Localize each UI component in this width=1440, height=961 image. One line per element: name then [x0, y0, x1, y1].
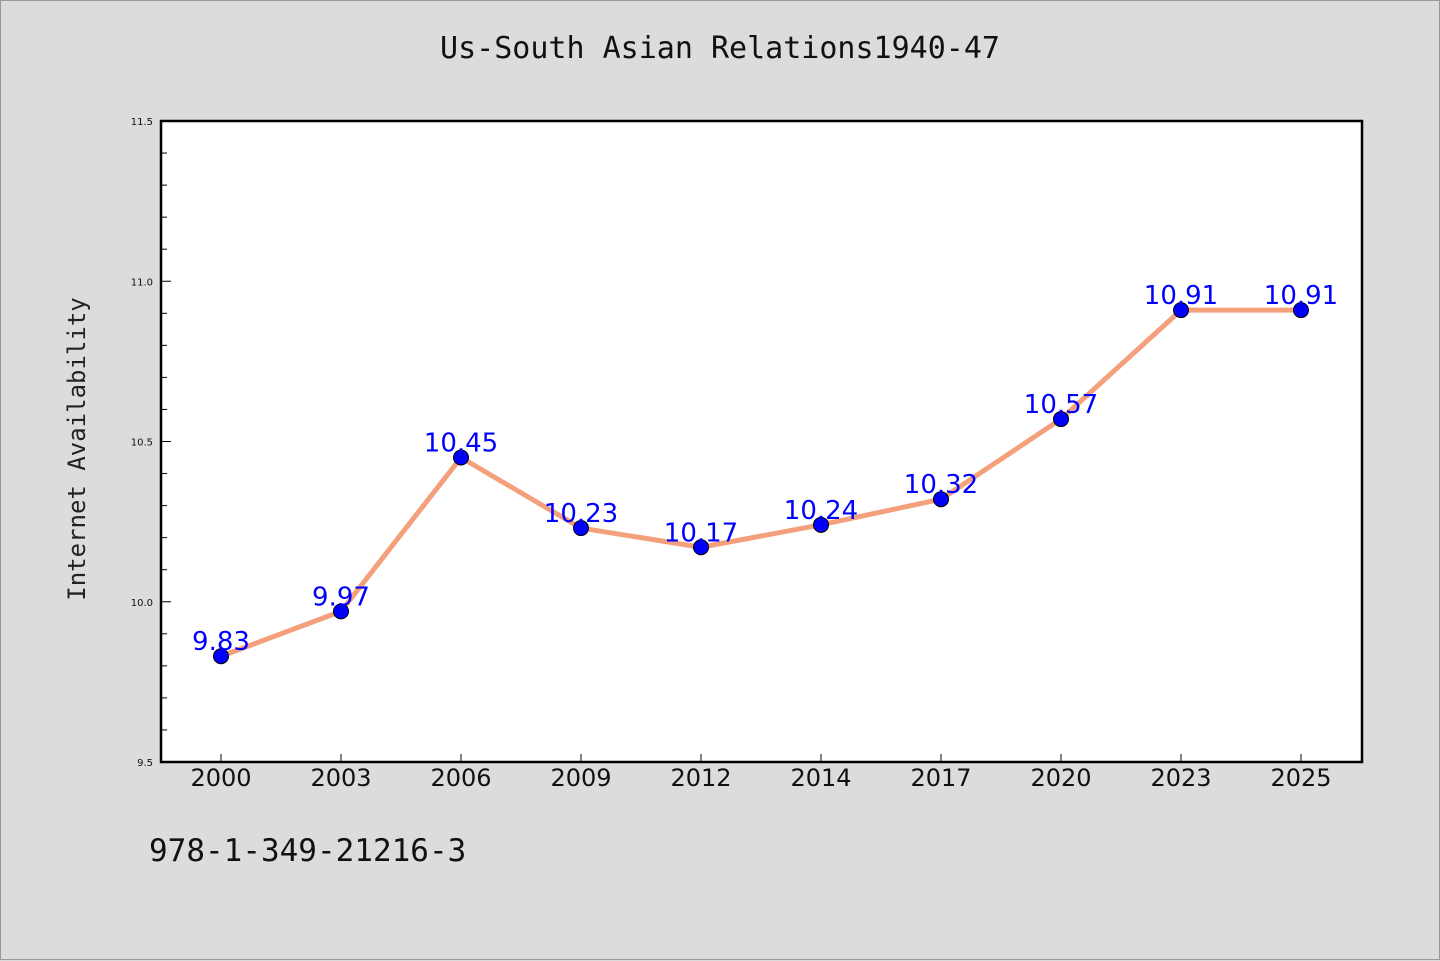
x-tick-label: 2014 — [790, 764, 851, 792]
x-tick-label: 2000 — [190, 764, 251, 792]
data-point — [573, 520, 589, 537]
data-label: 10.45 — [424, 429, 498, 459]
data-label: 9.97 — [312, 582, 370, 612]
data-point — [813, 516, 829, 533]
y-tick-label: 11.0 — [131, 277, 153, 288]
x-tick-label: 2023 — [1150, 764, 1211, 792]
plot-area — [159, 119, 1364, 764]
data-point — [933, 491, 949, 508]
x-tick-label: 2025 — [1270, 764, 1331, 792]
data-point — [1173, 302, 1189, 319]
data-label: 10.57 — [1024, 390, 1098, 420]
series-line — [220, 307, 1301, 659]
data-point — [453, 449, 469, 466]
y-tick-label: 9.5 — [137, 758, 153, 769]
y-tick-label: 10.5 — [131, 438, 153, 449]
data-label: 9.83 — [192, 627, 250, 657]
y-tick-label: 10.0 — [131, 598, 153, 609]
data-point — [1293, 302, 1309, 319]
data-label: 10.17 — [664, 518, 738, 548]
x-tick-label: 2006 — [430, 764, 491, 792]
data-label: 10.32 — [904, 470, 978, 500]
x-tick-label: 2003 — [310, 764, 371, 792]
data-label: 10.23 — [544, 499, 618, 529]
y-tick-label: 11.5 — [131, 117, 153, 128]
isbn-text: 978-1-349-21216-3 — [149, 833, 467, 869]
x-tick-label: 2009 — [550, 764, 611, 792]
data-label: 10.24 — [784, 496, 858, 526]
data-point — [333, 603, 349, 620]
x-tick-label: 2017 — [910, 764, 971, 792]
x-tick-label: 2020 — [1030, 764, 1091, 792]
data-point — [213, 648, 229, 665]
data-label: 10.91 — [1264, 281, 1338, 311]
data-point — [1053, 411, 1069, 428]
chart-title: Us-South Asian Relations1940-47 — [440, 31, 1000, 66]
x-tick-label: 2012 — [670, 764, 731, 792]
data-point — [693, 539, 709, 556]
data-label: 10.91 — [1144, 281, 1218, 311]
